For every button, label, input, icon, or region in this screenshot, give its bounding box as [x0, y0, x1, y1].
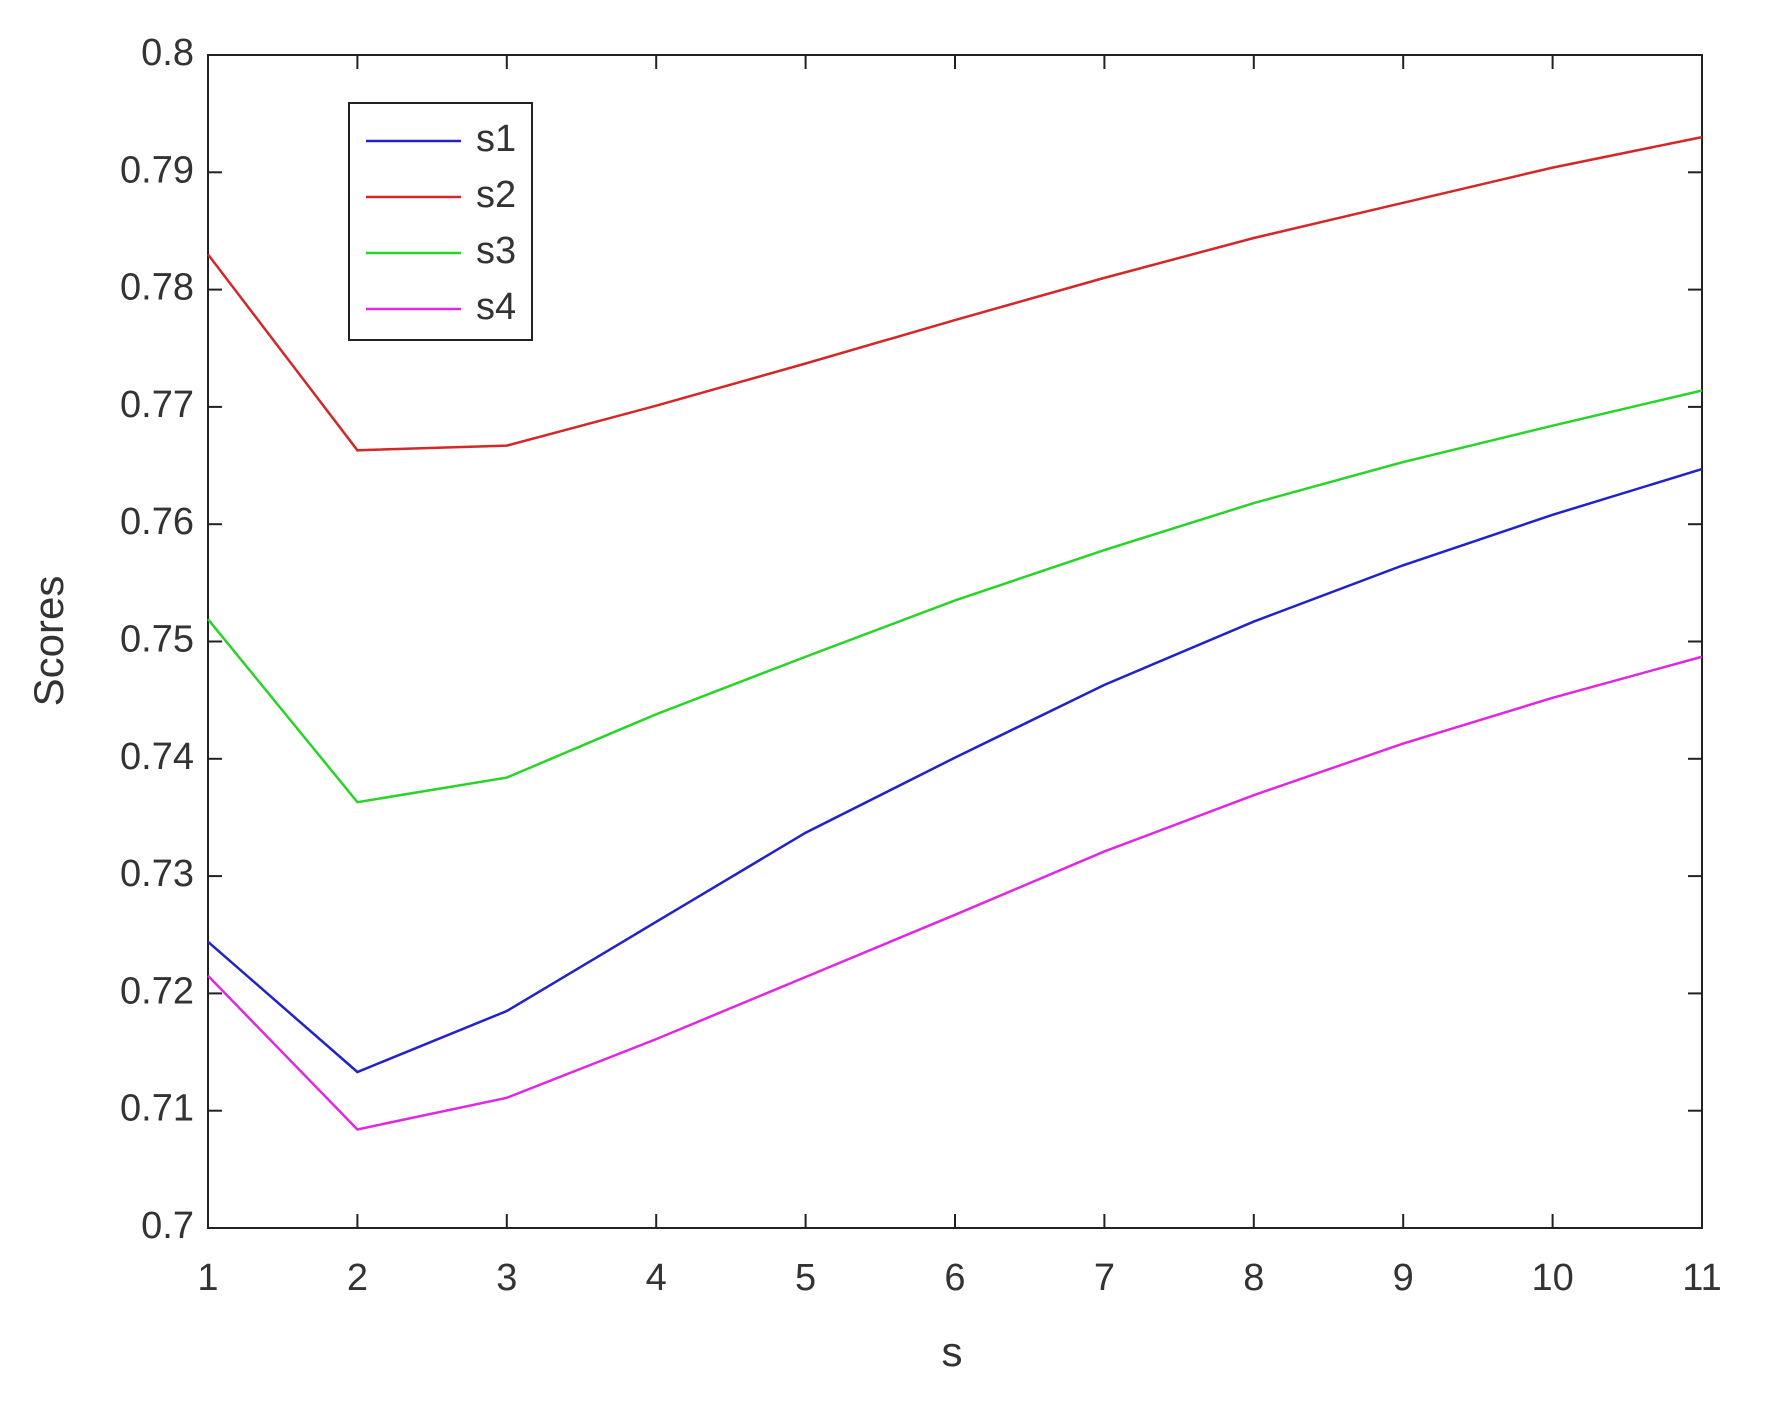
y-tick-label: 0.7: [141, 1205, 194, 1247]
y-tick-label: 0.79: [120, 149, 194, 191]
legend-label: s4: [476, 286, 516, 328]
x-tick-label: 2: [347, 1257, 368, 1299]
legend-label: s2: [476, 174, 516, 216]
legend-label: s1: [476, 118, 516, 160]
y-tick-label: 0.71: [120, 1088, 194, 1130]
x-tick-label: 1: [197, 1257, 218, 1299]
x-tick-label: 5: [795, 1257, 816, 1299]
y-tick-label: 0.8: [141, 32, 194, 74]
y-axis-label: Scores: [25, 576, 72, 707]
y-tick-label: 0.77: [120, 384, 194, 426]
x-axis-label: s: [942, 1328, 963, 1375]
series-line: [207, 655, 1703, 1131]
x-tick-label: 10: [1531, 1257, 1573, 1299]
x-tick-label: 8: [1243, 1257, 1264, 1299]
y-tick-label: 0.73: [120, 853, 194, 895]
x-tick-label: 6: [944, 1257, 965, 1299]
series-line: [207, 389, 1703, 804]
x-tick-label: 4: [646, 1257, 667, 1299]
x-tick-label: 3: [496, 1257, 517, 1299]
y-tick-label: 0.74: [120, 736, 194, 778]
x-tick-label: 7: [1094, 1257, 1115, 1299]
x-tick-label: 9: [1393, 1257, 1414, 1299]
x-tick-label: 11: [1682, 1257, 1721, 1299]
y-tick-label: 0.75: [120, 619, 194, 661]
y-tick-label: 0.78: [120, 267, 194, 309]
legend-label: s3: [476, 230, 516, 272]
series-line: [207, 135, 1703, 452]
y-tick-label: 0.72: [120, 970, 194, 1012]
legend-box: [348, 102, 533, 341]
series-line: [207, 467, 1703, 1074]
y-tick-label: 0.76: [120, 501, 194, 543]
